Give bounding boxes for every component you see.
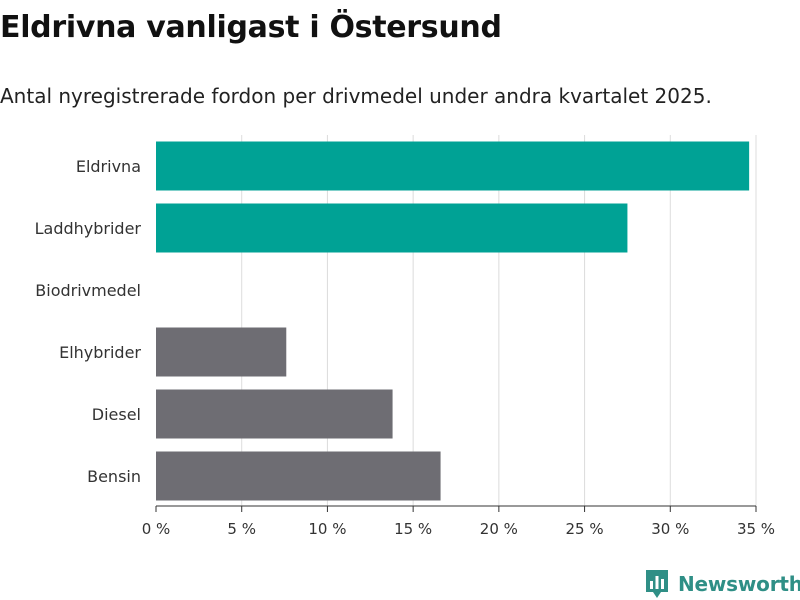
category-label: Diesel [92, 405, 141, 424]
x-tick-label: 10 % [308, 520, 346, 538]
x-tick-label: 15 % [394, 520, 432, 538]
chart-subtitle: Antal nyregistrerade fordon per drivmede… [0, 84, 712, 108]
x-tick-label: 30 % [651, 520, 689, 538]
bar-eldrivna [156, 141, 750, 191]
brand-logo: Newsworthy [644, 568, 800, 600]
category-label: Eldrivna [76, 157, 141, 176]
category-label: Bensin [87, 467, 141, 486]
category-label: Elhybrider [59, 343, 141, 362]
x-tick-label: 0 % [142, 520, 171, 538]
category-label: Laddhybrider [35, 219, 142, 238]
bar-diesel [156, 389, 393, 439]
bar-bensin [156, 451, 441, 501]
bar-chart-logo-icon [646, 570, 668, 598]
category-label: Biodrivmedel [35, 281, 141, 300]
x-tick-label: 35 % [737, 520, 775, 538]
x-tick-label: 25 % [566, 520, 604, 538]
brand-name: Newsworthy [678, 572, 800, 596]
x-tick-label: 5 % [227, 520, 256, 538]
chart-title: Eldrivna vanligast i Östersund [0, 10, 502, 45]
x-tick-label: 20 % [480, 520, 518, 538]
bar-elhybrider [156, 327, 287, 377]
bar-laddhybrider [156, 203, 628, 253]
